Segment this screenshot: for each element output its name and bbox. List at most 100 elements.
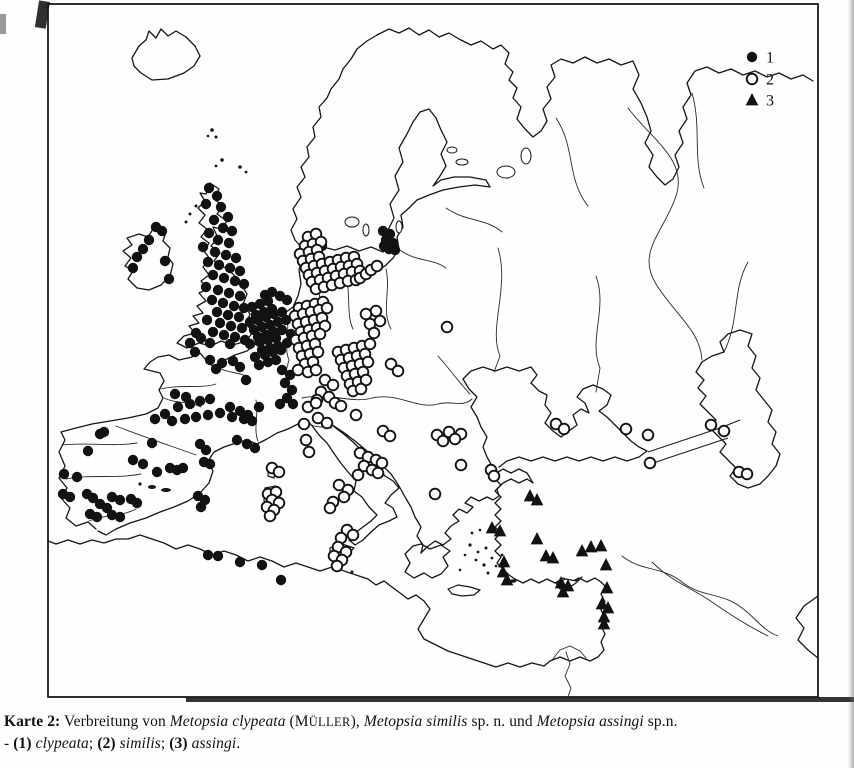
marker-open-circle (359, 307, 373, 321)
marker-filled-circle (91, 511, 103, 523)
marker-filled-circle (201, 314, 213, 326)
marker-filled-circle (190, 327, 202, 339)
marker-filled-circle (220, 249, 232, 261)
species-2-markers (260, 227, 754, 573)
caption-segment: (3) (169, 735, 188, 752)
coastline-peloponnese (404, 543, 451, 579)
marker-filled-circle (281, 294, 293, 306)
marker-filled-circle (238, 302, 250, 314)
marker-open-circle (354, 382, 368, 396)
marker-filled-circle (286, 384, 298, 396)
marker-filled-circle (281, 337, 293, 349)
coastlines (47, 27, 819, 668)
marker-filled-triangle (561, 579, 575, 592)
hebrides-specks (184, 220, 188, 224)
marker-filled-circle (127, 262, 139, 274)
legend-label-2: 2 (766, 72, 774, 89)
river-euphrates (621, 555, 779, 637)
marker-filled-triangle (594, 539, 608, 552)
caption-segment: sp.n. (643, 713, 678, 730)
marker-filled-circle (208, 214, 220, 226)
marker-filled-triangle (523, 489, 537, 502)
marker-filled-circle (244, 338, 256, 350)
caption-segment: (2) (97, 735, 116, 752)
marker-filled-circle (229, 275, 241, 287)
marker-filled-circle (202, 409, 214, 421)
finland-lakes (455, 158, 469, 166)
marker-filled-circle (159, 255, 171, 267)
marker-filled-circle (234, 405, 246, 417)
marker-filled-circle (204, 393, 216, 405)
marker-filled-circle (276, 364, 288, 376)
caption-segment: ), (350, 713, 364, 730)
coastline-iceland (131, 28, 201, 81)
island-gotland (395, 220, 403, 234)
marker-filled-circle (279, 377, 291, 389)
marker-filled-circle (137, 458, 149, 470)
marker-filled-circle (114, 511, 126, 523)
marker-filled-circle (225, 320, 237, 332)
marker-filled-circle (200, 281, 212, 293)
marker-filled-triangle (496, 565, 510, 578)
marker-filled-circle (184, 337, 196, 349)
marker-open-circle (440, 320, 454, 334)
marker-open-circle (436, 434, 450, 448)
marker-filled-circle (206, 294, 218, 306)
river-neman (399, 249, 447, 269)
map-caption: Karte 2: Verbreitung von Metopsia clypea… (4, 711, 852, 755)
marker-open-circle (745, 72, 759, 86)
marker-filled-circle (253, 401, 265, 413)
marker-filled-circle (224, 338, 236, 350)
map-legend: 1 2 3 (745, 50, 774, 110)
aegean-specks (482, 563, 486, 567)
marker-filled-circle (274, 398, 286, 410)
marker-open-circle (373, 314, 387, 328)
marker-filled-circle (71, 471, 83, 483)
balearic-islands (138, 482, 142, 486)
scan-smudge (0, 14, 6, 34)
rivers (61, 92, 779, 698)
caption-segment: Metopsia clypeata (169, 713, 286, 730)
caption-segment: . (236, 735, 241, 752)
scan-edge-streak (848, 0, 854, 768)
marker-filled-circle (159, 408, 171, 420)
marker-filled-circle (211, 190, 223, 202)
marker-filled-triangle (556, 585, 570, 598)
marker-filled-circle (202, 256, 214, 268)
caption-line-2: - (1) clypeata; (2) similis; (3) assingi… (4, 735, 240, 752)
marker-open-circle (375, 456, 389, 470)
marker-filled-circle (64, 491, 76, 503)
marker-filled-circle (262, 334, 274, 346)
marker-filled-circle (197, 241, 209, 253)
caption-segment: sp. n. und (467, 713, 537, 730)
marker-filled-circle (270, 354, 282, 366)
marker-open-circle (370, 259, 384, 273)
caption-segment: ; (160, 735, 170, 752)
marker-filled-circle (203, 227, 215, 239)
marker-filled-circle (217, 222, 229, 234)
marker-filled-circle (207, 269, 219, 281)
marker-filled-triangle (601, 601, 615, 614)
marker-filled-circle (249, 442, 261, 454)
marker-filled-circle (218, 272, 230, 284)
marker-filled-circle (169, 388, 181, 400)
marker-open-circle (272, 465, 286, 479)
marker-filled-circle (224, 401, 236, 413)
marker-filled-triangle (493, 524, 507, 537)
marker-filled-circle (131, 251, 143, 263)
coastline-levant-africa (47, 534, 606, 668)
island-malta (350, 570, 354, 574)
orkney-specks (214, 164, 218, 168)
species-3-markers (485, 489, 615, 630)
aegean-specks (486, 571, 490, 575)
river-tigris (651, 561, 769, 637)
marker-filled-circle (149, 413, 161, 425)
marker-filled-circle (200, 198, 212, 210)
marker-open-circle (369, 304, 383, 318)
caption-segment: - (4, 735, 14, 752)
coastline-ireland (122, 225, 174, 291)
orkney-specks (220, 158, 224, 162)
coastline-aegean-north (420, 468, 534, 554)
marker-open-circle (363, 337, 377, 351)
marker-filled-circle (222, 211, 234, 223)
